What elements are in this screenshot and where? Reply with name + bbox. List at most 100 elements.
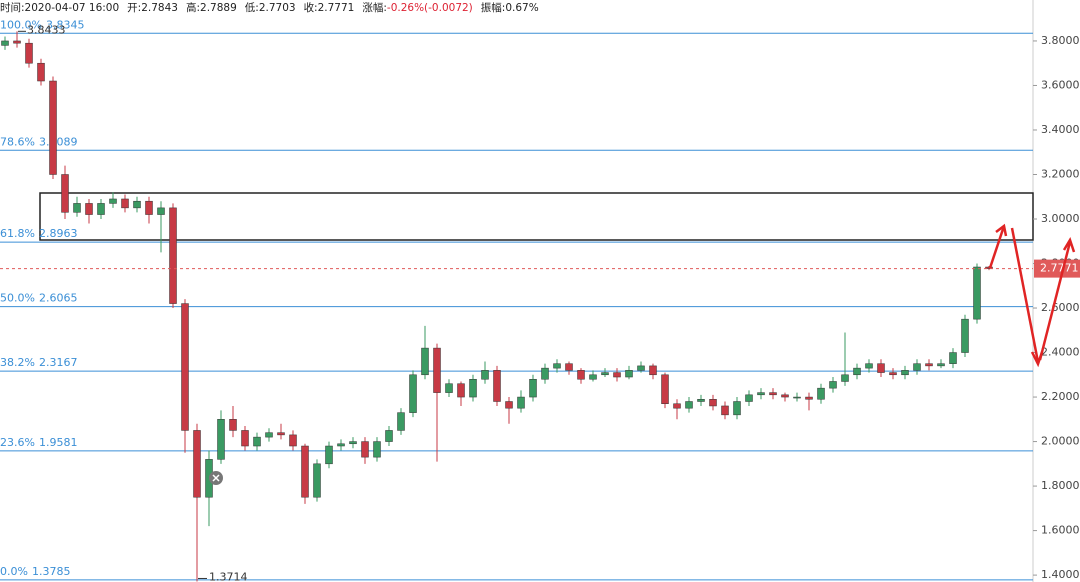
candle-body: [877, 363, 885, 373]
candle-body: [169, 207, 177, 304]
candle-body: [505, 401, 513, 409]
header-label: 涨幅:: [362, 1, 387, 14]
candle-body: [97, 203, 105, 215]
candle-body: [685, 401, 693, 409]
candle-body: [589, 374, 597, 380]
candle-body: [901, 370, 909, 376]
candle-body: [121, 198, 129, 209]
candle-body: [397, 412, 405, 431]
candle-body: [61, 174, 69, 213]
header-value: 2.7843: [141, 2, 178, 14]
header-value: 2.7703: [259, 2, 296, 14]
candle-body: [13, 40, 21, 44]
candle-body: [769, 392, 777, 396]
candle-body: [865, 363, 873, 369]
fib-label: 0.0% 1.3785: [0, 565, 70, 578]
fib-label: 38.2%: [0, 356, 35, 369]
candle-body: [805, 396, 813, 400]
fib-value: 2.6065: [39, 292, 78, 305]
candle-body: [829, 381, 837, 389]
candle-body: [985, 266, 993, 269]
candle-body: [601, 372, 609, 376]
candle-body: [961, 318, 969, 353]
candle-body: [541, 367, 549, 380]
candle-body: [433, 347, 441, 393]
candle-body: [745, 394, 753, 402]
y-tick-label: 1.8000: [1041, 479, 1080, 492]
header-label: 高:: [186, 1, 200, 14]
candle-body: [853, 367, 861, 376]
arrow: [988, 225, 1006, 269]
candle-body: [529, 378, 537, 398]
fib-value: 2.3167: [39, 356, 78, 369]
fib-label: 38.2% 2.3167: [0, 356, 77, 369]
y-tick-label: 3.0000: [1041, 212, 1080, 225]
candle-body: [229, 419, 237, 431]
arrow: [1038, 241, 1072, 361]
low-label: 1.3714: [209, 570, 248, 582]
candle-body: [937, 363, 945, 367]
candle-body: [613, 372, 621, 378]
header: 时间:2020-04-07 16:00 开:2.7843 高:2.7889 低:2.7…: [0, 1, 539, 14]
arrow-head: [995, 223, 1008, 237]
candle-body: [949, 352, 957, 364]
candle-body: [781, 394, 789, 398]
candle-body: [37, 62, 45, 82]
header-value: 2020-04-07 16:00: [25, 2, 120, 14]
candle-body: [217, 419, 225, 460]
candle-body: [373, 441, 381, 458]
fib-label: 50.0% 2.6065: [0, 292, 77, 305]
candle-body: [133, 200, 141, 209]
header-value: 2.7889: [200, 2, 237, 14]
candle-body: [733, 401, 741, 416]
candle-body: [289, 434, 297, 447]
candle-body: [265, 432, 273, 438]
candle-body: [49, 80, 57, 175]
header-value: -0.26%(-0.0072): [387, 2, 473, 14]
candle-body: [445, 383, 453, 393]
fib-label: 0.0%: [0, 565, 28, 578]
candle-body: [721, 405, 729, 416]
candle-body: [301, 445, 309, 498]
y-tick-label: 2.6000: [1041, 301, 1080, 314]
candle-body: [481, 370, 489, 380]
candle-body: [361, 441, 369, 458]
header-label: 开:: [127, 2, 141, 14]
fib-value: 1.9581: [39, 436, 78, 449]
candle-body: [385, 430, 393, 442]
candle-body: [637, 365, 645, 371]
fib-label: 23.6%: [0, 436, 35, 449]
candle-body: [25, 42, 33, 64]
header-label: 时间:: [0, 1, 25, 14]
close-icon[interactable]: [209, 471, 223, 485]
candle-body: [673, 403, 681, 409]
y-tick-label: 3.2000: [1041, 167, 1080, 180]
candle-body: [625, 370, 633, 378]
candle-body: [1, 40, 9, 46]
y-tick-label: 1.4000: [1041, 568, 1080, 581]
candle-body: [793, 396, 801, 399]
fib-value: 1.3785: [32, 565, 71, 578]
candle-body: [73, 203, 81, 213]
last-price-tag: [1034, 259, 1080, 278]
candle-body: [973, 266, 981, 320]
fib-label: 100.0%: [0, 18, 42, 31]
fib-label: 50.0%: [0, 292, 35, 305]
fib-value: 2.8963: [39, 227, 78, 240]
candle-body: [349, 441, 357, 445]
candle-body: [709, 399, 717, 407]
header-label: 低:: [245, 1, 259, 14]
candle-body: [889, 372, 897, 376]
candle-body: [841, 374, 849, 382]
fib-label: 61.8%: [0, 227, 35, 240]
y-tick-label: 3.8000: [1041, 34, 1080, 47]
arrow-head: [1062, 237, 1076, 253]
y-tick-label: 2.2000: [1041, 390, 1080, 403]
candle-body: [517, 396, 525, 409]
candle-body: [145, 200, 153, 215]
candle-body: [241, 430, 249, 447]
y-tick-label: 2.0000: [1041, 435, 1080, 448]
candle-body: [817, 387, 825, 400]
candle-body: [181, 303, 189, 431]
